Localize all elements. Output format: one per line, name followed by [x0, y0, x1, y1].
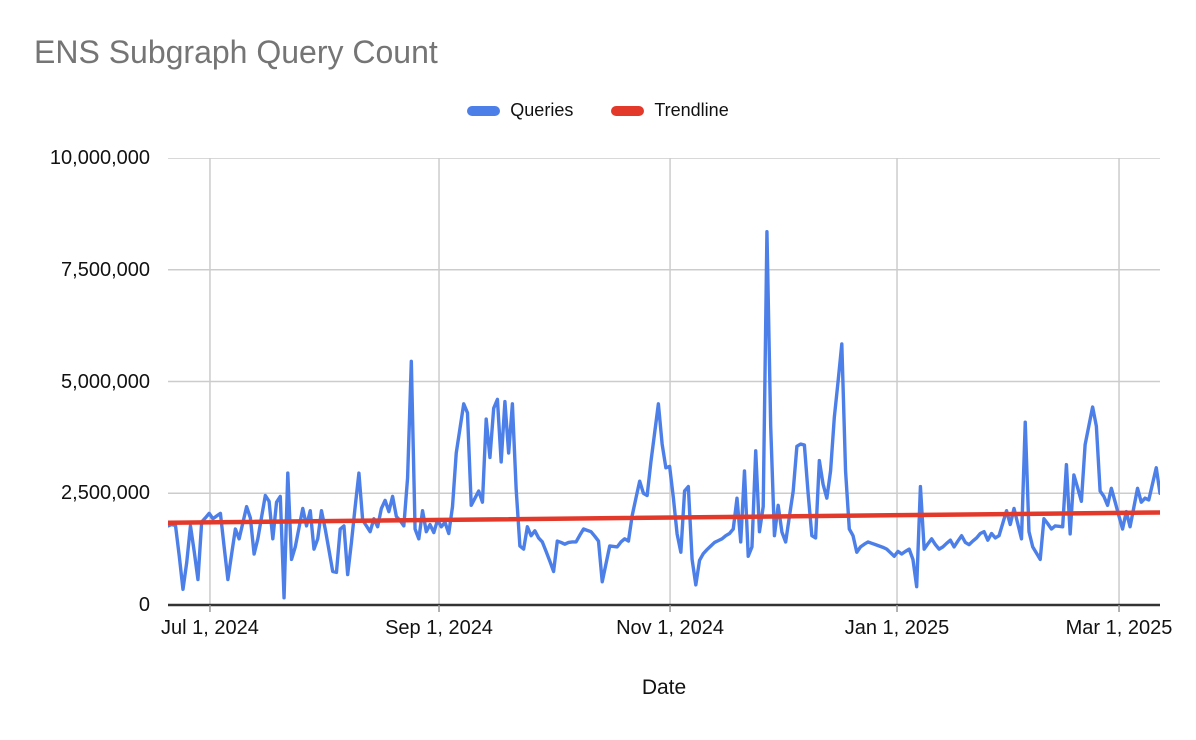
x-axis-title: Date — [641, 676, 687, 699]
y-axis-tick-label: 5,000,000 — [61, 370, 150, 393]
y-axis-tick-label: 10,000,000 — [49, 147, 150, 169]
queries-series-line — [168, 230, 1160, 600]
gridlines — [168, 158, 1160, 605]
legend-label-queries: Queries — [510, 100, 574, 120]
x-axis-tick-label: Mar 1, 2025 — [1065, 617, 1173, 639]
x-axis-tick-marks — [209, 605, 1120, 612]
legend-swatch-queries-icon — [467, 105, 501, 116]
x-axis-tick-label: Jul 1, 2024 — [161, 617, 259, 639]
x-axis-tick-label: Nov 1, 2024 — [616, 617, 724, 639]
x-axis-tick-label: Jan 1, 2025 — [844, 617, 950, 639]
y-axis-tick-label: 0 — [138, 594, 150, 616]
legend-item-trendline: Trendline — [611, 100, 729, 121]
legend: Queries Trendline — [0, 100, 1196, 121]
y-axis-tick-label: 2,500,000 — [61, 482, 150, 505]
x-axis-tick-label: Sep 1, 2024 — [385, 617, 493, 639]
plot-area[interactable] — [168, 158, 1160, 618]
legend-item-queries: Queries — [467, 100, 573, 121]
chart-title: ENS Subgraph Query Count — [34, 34, 438, 70]
trendline-series-line — [168, 510, 1160, 526]
legend-label-trendline: Trendline — [654, 100, 729, 120]
legend-swatch-trendline-icon — [611, 105, 645, 116]
y-axis-tick-label: 7,500,000 — [61, 258, 150, 281]
series-lines — [168, 230, 1160, 600]
